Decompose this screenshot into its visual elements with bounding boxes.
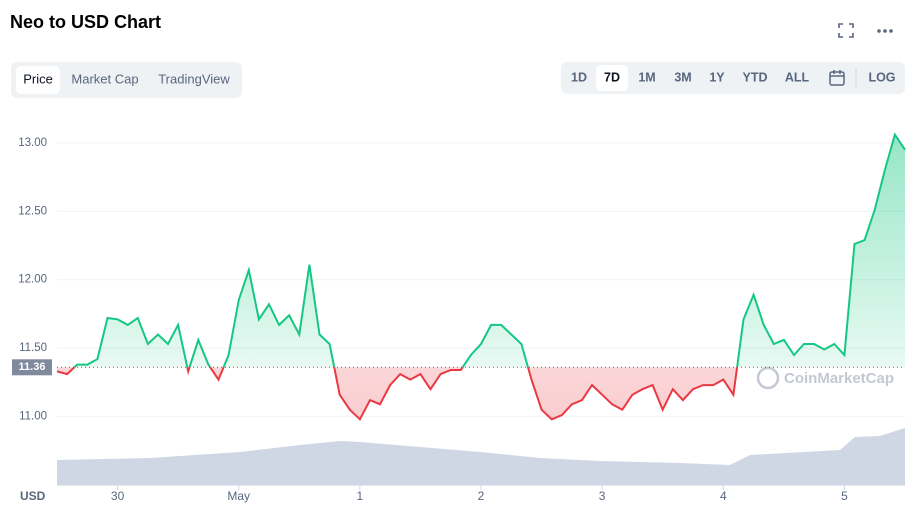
range-button[interactable]: 3M: [674, 70, 691, 84]
area-up: [57, 134, 905, 368]
price-line-up: [72, 132, 906, 368]
range-button[interactable]: YTD: [743, 70, 768, 84]
range-bar: [561, 62, 905, 94]
watermark: CoinMarketCap: [756, 366, 894, 390]
x-tick-label: 2: [478, 489, 485, 503]
calendar-icon[interactable]: [829, 70, 845, 86]
tab-active-bg: [16, 66, 60, 94]
y-tick-label: 11.00: [19, 411, 47, 423]
x-tick-label: 3: [599, 489, 606, 503]
x-tick-label: 5: [841, 489, 848, 503]
reference-label: 11.36: [19, 361, 46, 373]
y-tick-label: 13.00: [18, 137, 47, 149]
chart-title: Neo to USD Chart: [10, 12, 161, 32]
x-tick-label: 30: [111, 489, 125, 503]
x-tick-label: 4: [720, 489, 727, 503]
y-tick-label: 12.00: [18, 274, 47, 286]
reference-label-bg: [12, 359, 52, 376]
y-tick-label: 11.50: [19, 342, 47, 354]
volume-area: [57, 428, 905, 485]
range-button[interactable]: 7D: [604, 70, 620, 84]
tab[interactable]: TradingView: [158, 71, 230, 86]
y-axis-label: USD: [20, 489, 46, 503]
x-tick-label: 1: [357, 489, 364, 503]
area-down: [57, 367, 738, 420]
watermark-text: CoinMarketCap: [784, 370, 894, 387]
range-button[interactable]: ALL: [785, 70, 810, 84]
tab-bar: [11, 62, 242, 98]
tab[interactable]: Market Cap: [71, 71, 138, 86]
range-button[interactable]: 1D: [571, 70, 587, 84]
range-active-bg: [596, 65, 628, 91]
x-tick-label: May: [227, 489, 250, 503]
y-tick-label: 12.50: [18, 205, 47, 217]
range-button[interactable]: 1M: [638, 70, 655, 84]
more-icon[interactable]: [877, 29, 893, 33]
fullscreen-icon[interactable]: [838, 23, 854, 38]
log-button[interactable]: LOG: [868, 70, 895, 84]
tab[interactable]: Price: [23, 71, 53, 86]
range-button[interactable]: 1Y: [709, 70, 725, 84]
